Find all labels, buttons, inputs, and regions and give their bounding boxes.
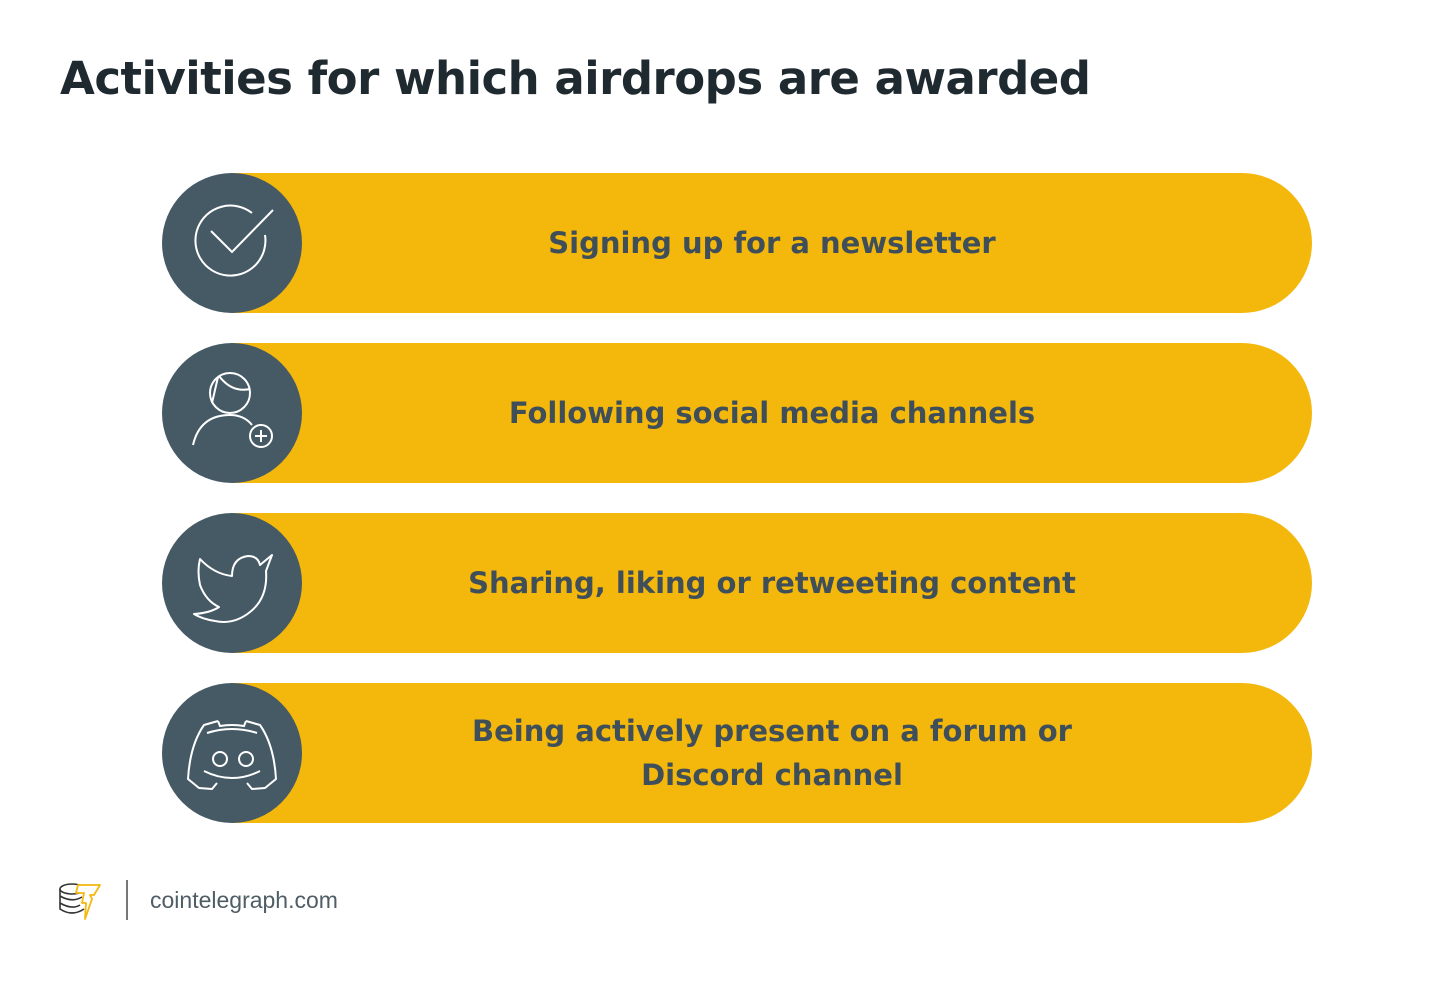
- activity-label: Following social media channels: [508, 396, 1036, 430]
- activity-pill: Following social media channels: [232, 343, 1312, 483]
- activity-label: Signing up for a newsletter: [548, 226, 996, 260]
- footer: cointelegraph.com: [58, 878, 338, 922]
- divider: [126, 880, 128, 920]
- activity-item-newsletter: Signing up for a newsletter: [162, 173, 1312, 313]
- activity-pill: Being actively present on a forum or Dis…: [232, 683, 1312, 823]
- user-plus-icon: [162, 343, 302, 483]
- activity-pill: Signing up for a newsletter: [232, 173, 1312, 313]
- cointelegraph-logo: [59, 883, 101, 920]
- discord-icon: [162, 683, 302, 823]
- check-circle-icon: [162, 173, 302, 313]
- twitter-bird-icon: [162, 513, 302, 653]
- activity-label: Sharing, liking or retweeting content: [468, 566, 1076, 600]
- page-title: Activities for which airdrops are awarde…: [60, 52, 1091, 105]
- activity-item-discord: Being actively present on a forum or Dis…: [162, 683, 1312, 823]
- activity-item-social: Following social media channels: [162, 343, 1312, 483]
- activity-pill: Sharing, liking or retweeting content: [232, 513, 1312, 653]
- site-url: cointelegraph.com: [150, 886, 338, 913]
- activity-label: Being actively present on a forum or Dis…: [472, 714, 1072, 792]
- activity-item-sharing: Sharing, liking or retweeting content: [162, 513, 1312, 653]
